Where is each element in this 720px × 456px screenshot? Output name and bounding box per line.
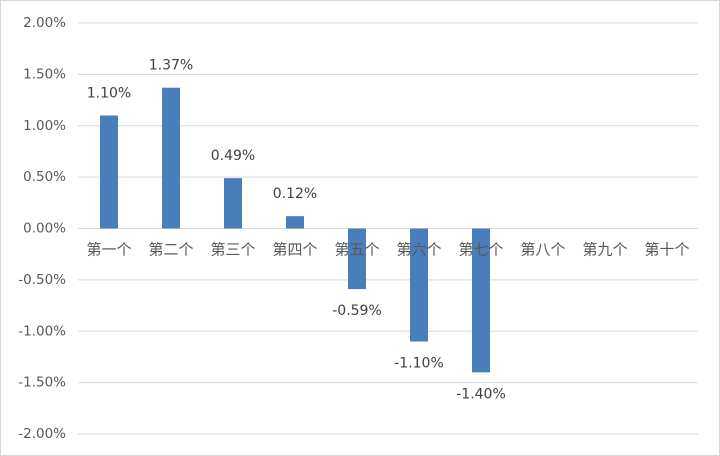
y-tick-label: -0.50% [18,272,66,288]
x-tick-label: 第一个 [86,241,131,259]
y-tick-label: -2.00% [18,426,66,442]
x-tick-label: 第六个 [396,241,441,259]
y-tick-label: -1.00% [18,323,66,339]
x-tick-label: 第十个 [644,241,689,259]
bar [286,216,304,229]
bar [224,178,242,229]
data-label: 0.49% [211,148,255,164]
bar [348,228,366,290]
data-label: 0.12% [273,186,317,202]
data-label: -1.40% [456,386,506,402]
x-tick-label: 第四个 [272,241,317,259]
data-label: -1.10% [394,356,444,372]
y-tick-label: 0.00% [23,221,66,237]
y-tick-label: 2.00% [23,15,66,31]
x-tick-label: 第九个 [582,241,627,259]
x-tick-label: 第八个 [520,241,565,259]
data-label: -0.59% [332,303,382,319]
x-tick-label: 第七个 [458,241,503,259]
x-tick-label: 第三个 [210,241,255,259]
data-label: 1.10% [87,85,131,101]
y-tick-label: 1.50% [23,66,66,82]
bar [410,228,428,342]
bar [162,87,180,229]
y-tick-label: -1.50% [18,375,66,391]
y-tick-label: 1.00% [23,118,66,134]
data-label: 1.37% [149,58,193,74]
x-tick-label: 第二个 [148,241,193,259]
y-tick-label: 0.50% [23,169,66,185]
x-tick-label: 第五个 [334,241,379,259]
bar [472,228,490,373]
bar [100,115,118,229]
